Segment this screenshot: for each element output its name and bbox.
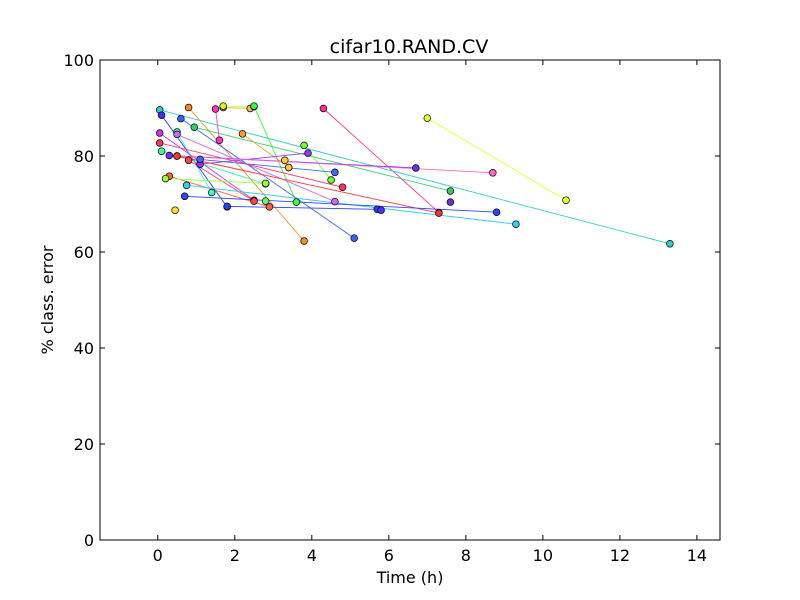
y-tick-label: 40 xyxy=(74,339,94,358)
data-point-17-1 xyxy=(155,139,164,147)
x-axis-ticks: 0 2 4 6 8 10 12 14 xyxy=(153,60,707,565)
data-point-16-1 xyxy=(300,141,308,150)
data-point-19-2 xyxy=(412,164,420,172)
series-line-13 xyxy=(176,133,336,203)
series-line-9 xyxy=(180,118,355,239)
series-line-31 xyxy=(227,205,378,210)
data-point-25-2 xyxy=(250,197,258,205)
data-point-14-1 xyxy=(238,130,247,138)
data-point-6-1 xyxy=(319,104,328,113)
data-point-24-1 xyxy=(281,156,289,165)
x-tick-label: 2 xyxy=(230,546,240,565)
data-point-13-2 xyxy=(331,197,339,206)
series-line-20 xyxy=(200,152,309,165)
data-point-12-2 xyxy=(207,188,216,197)
data-point-29-1 xyxy=(171,206,179,214)
y-tick-label: 100 xyxy=(63,51,94,70)
plot-frame xyxy=(99,59,721,541)
data-point-5-1 xyxy=(211,105,220,113)
data-point-32-1 xyxy=(377,206,385,214)
data-point-7-2 xyxy=(666,240,674,248)
data-point-4-2 xyxy=(292,198,301,206)
data-point-1-2 xyxy=(300,237,308,245)
data-point-28-1 xyxy=(173,152,181,160)
plot-area xyxy=(155,102,674,248)
series-line-17 xyxy=(159,142,343,188)
data-point-24-2 xyxy=(284,163,293,172)
y-axis-label: % class. error xyxy=(38,245,57,354)
x-tick-label: 14 xyxy=(687,546,707,565)
series-line-10 xyxy=(427,117,567,201)
series-line-4 xyxy=(253,105,297,203)
series-line-11 xyxy=(194,126,451,192)
y-tick-label: 20 xyxy=(74,435,94,454)
series-line-6 xyxy=(323,108,440,213)
data-point-17-2 xyxy=(338,183,347,191)
series-line-12 xyxy=(176,131,213,193)
data-point-4-1 xyxy=(250,102,258,110)
data-point-22-2 xyxy=(265,203,274,211)
x-axis-label: Time (h) xyxy=(376,568,444,587)
data-point-9-2 xyxy=(350,234,358,242)
data-point-13-1 xyxy=(173,130,181,139)
series-line-15 xyxy=(159,132,255,201)
data-point-23-2 xyxy=(331,168,339,177)
data-point-27-2 xyxy=(512,220,520,228)
x-tick-label: 6 xyxy=(384,546,394,565)
data-point-10-2 xyxy=(562,196,570,204)
data-point-21-2 xyxy=(489,169,497,177)
data-point-18-1 xyxy=(157,147,166,155)
series-line-30 xyxy=(184,195,497,213)
y-tick-label: 60 xyxy=(74,243,94,262)
y-axis-ticks: 0 20 40 60 80 100 xyxy=(63,51,720,550)
series-line-21 xyxy=(176,155,493,174)
data-point-23-1 xyxy=(196,155,204,164)
data-point-20-2 xyxy=(304,149,312,157)
data-point-10-1 xyxy=(423,114,432,122)
x-tick-label: 10 xyxy=(533,546,553,565)
data-point-15-1 xyxy=(155,129,164,137)
data-point-9-1 xyxy=(177,114,185,123)
chart-title: cifar10.RAND.CV xyxy=(330,36,489,58)
data-point-31-1 xyxy=(223,202,231,211)
data-point-8-1 xyxy=(157,111,166,119)
y-tick-label: 80 xyxy=(74,147,94,166)
data-point-26-1 xyxy=(161,174,170,183)
x-tick-label: 8 xyxy=(461,546,471,565)
series-line-2 xyxy=(223,107,251,109)
series-line-23 xyxy=(200,158,335,173)
data-point-28-2 xyxy=(435,209,443,217)
x-tick-label: 0 xyxy=(153,546,163,565)
data-point-26-2 xyxy=(261,179,270,188)
series-line-1 xyxy=(188,107,305,242)
data-point-11-1 xyxy=(190,123,199,131)
data-point-19-1 xyxy=(165,151,174,160)
data-point-16-2 xyxy=(327,176,335,184)
data-point-5-2 xyxy=(215,136,224,144)
data-point-30-2 xyxy=(492,208,501,216)
data-point-34-1 xyxy=(261,197,270,205)
series-line-28 xyxy=(176,155,439,214)
data-point-1-1 xyxy=(184,103,193,112)
data-point-30-1 xyxy=(180,192,189,201)
data-point-27-1 xyxy=(182,181,191,190)
series-line-26 xyxy=(165,178,266,184)
data-point-11-2 xyxy=(446,187,455,195)
data-point-3-1 xyxy=(219,102,227,110)
x-tick-label: 4 xyxy=(307,546,317,565)
data-point-25-1 xyxy=(184,156,193,165)
y-tick-label: 0 xyxy=(84,531,94,550)
data-point-33-1 xyxy=(446,198,455,206)
x-tick-label: 12 xyxy=(610,546,630,565)
